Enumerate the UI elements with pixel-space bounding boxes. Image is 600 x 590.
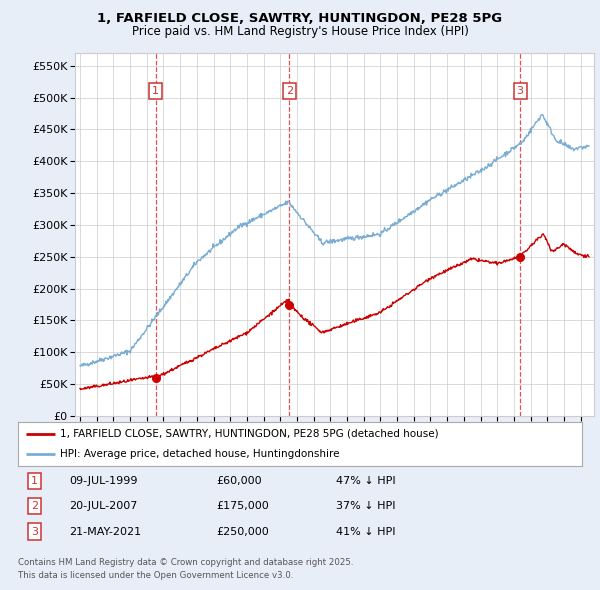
Text: £175,000: £175,000: [216, 502, 269, 511]
Text: 1, FARFIELD CLOSE, SAWTRY, HUNTINGDON, PE28 5PG: 1, FARFIELD CLOSE, SAWTRY, HUNTINGDON, P…: [97, 12, 503, 25]
Text: £60,000: £60,000: [216, 476, 262, 486]
Text: 47% ↓ HPI: 47% ↓ HPI: [336, 476, 395, 486]
Text: £250,000: £250,000: [216, 527, 269, 536]
Text: 09-JUL-1999: 09-JUL-1999: [69, 476, 137, 486]
Text: 3: 3: [517, 86, 524, 96]
Text: Price paid vs. HM Land Registry's House Price Index (HPI): Price paid vs. HM Land Registry's House …: [131, 25, 469, 38]
Text: 2: 2: [31, 502, 38, 511]
Text: HPI: Average price, detached house, Huntingdonshire: HPI: Average price, detached house, Hunt…: [60, 449, 340, 459]
Text: 21-MAY-2021: 21-MAY-2021: [69, 527, 141, 536]
Text: 37% ↓ HPI: 37% ↓ HPI: [336, 502, 395, 511]
Text: 3: 3: [31, 527, 38, 536]
Text: 1: 1: [152, 86, 159, 96]
Text: Contains HM Land Registry data © Crown copyright and database right 2025.: Contains HM Land Registry data © Crown c…: [18, 558, 353, 566]
Text: 20-JUL-2007: 20-JUL-2007: [69, 502, 137, 511]
Text: 1, FARFIELD CLOSE, SAWTRY, HUNTINGDON, PE28 5PG (detached house): 1, FARFIELD CLOSE, SAWTRY, HUNTINGDON, P…: [60, 429, 439, 439]
Text: 41% ↓ HPI: 41% ↓ HPI: [336, 527, 395, 536]
Text: 2: 2: [286, 86, 293, 96]
Text: 1: 1: [31, 476, 38, 486]
Text: This data is licensed under the Open Government Licence v3.0.: This data is licensed under the Open Gov…: [18, 571, 293, 580]
